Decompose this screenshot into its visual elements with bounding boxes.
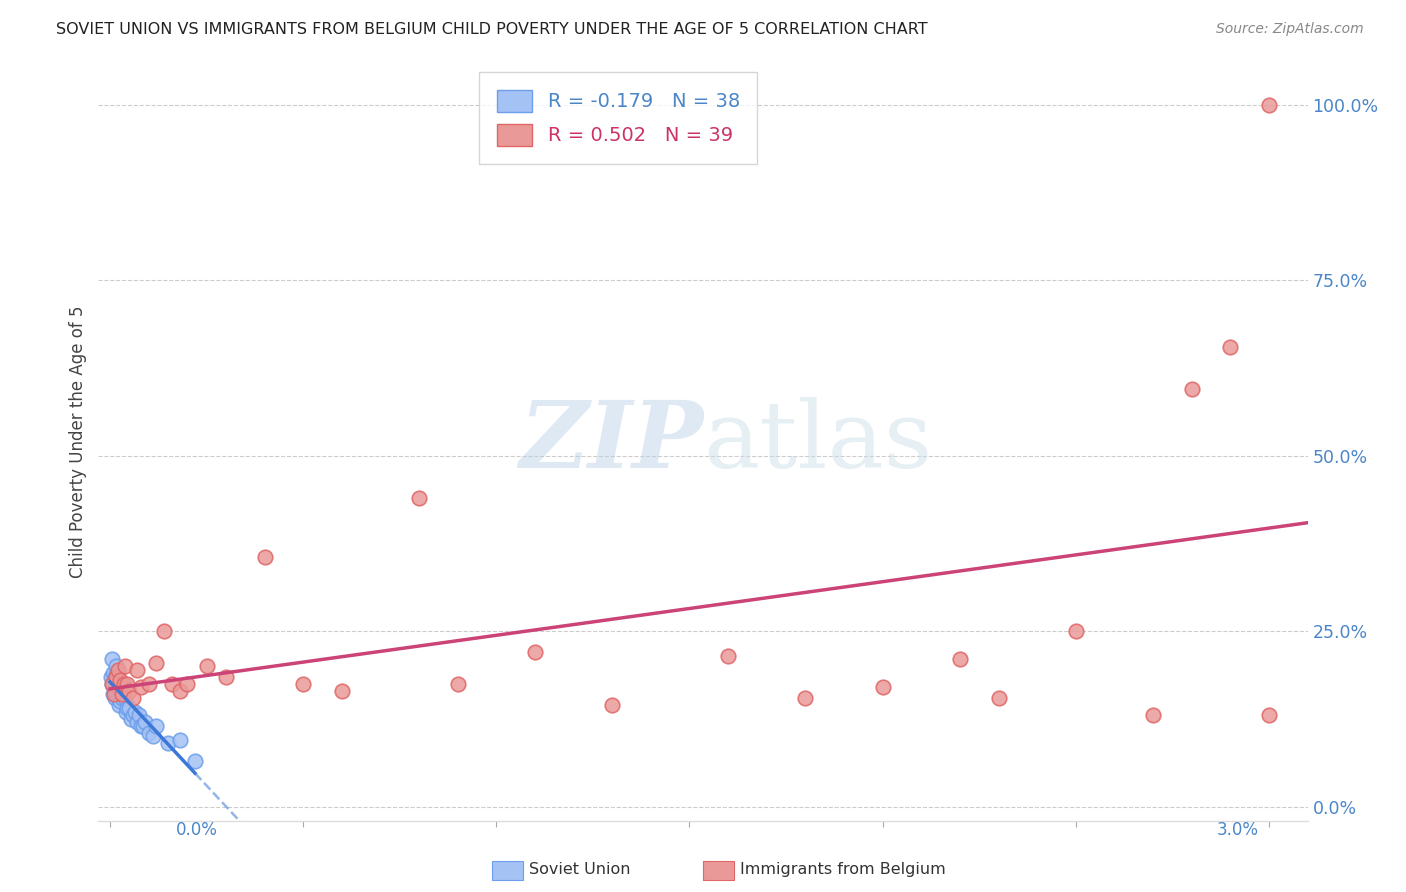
Point bbox=[103, 677, 125, 691]
Point bbox=[101, 652, 124, 666]
Point bbox=[105, 683, 128, 698]
Point bbox=[128, 708, 150, 723]
Point bbox=[112, 677, 135, 691]
Point bbox=[101, 677, 124, 691]
Point bbox=[141, 730, 163, 744]
Point bbox=[125, 663, 148, 677]
Point bbox=[108, 694, 131, 708]
Point bbox=[122, 708, 145, 723]
Point bbox=[153, 624, 176, 639]
Point bbox=[117, 677, 139, 691]
Point bbox=[1142, 708, 1164, 723]
Point bbox=[872, 680, 894, 694]
Text: ZIP: ZIP bbox=[519, 397, 703, 486]
Point bbox=[118, 683, 141, 698]
Point bbox=[134, 715, 156, 730]
Text: Immigrants from Belgium: Immigrants from Belgium bbox=[740, 863, 945, 877]
Point bbox=[1219, 340, 1241, 354]
Point bbox=[110, 687, 132, 701]
Point bbox=[125, 715, 148, 730]
Point bbox=[169, 732, 191, 747]
Point bbox=[253, 550, 276, 565]
Point bbox=[129, 719, 152, 733]
Point bbox=[138, 726, 160, 740]
Point bbox=[215, 670, 238, 684]
Point bbox=[1181, 382, 1204, 396]
Text: SOVIET UNION VS IMMIGRANTS FROM BELGIUM CHILD POVERTY UNDER THE AGE OF 5 CORRELA: SOVIET UNION VS IMMIGRANTS FROM BELGIUM … bbox=[56, 22, 928, 37]
Point bbox=[107, 690, 129, 705]
Point bbox=[949, 652, 972, 666]
Point bbox=[101, 677, 124, 691]
Point bbox=[100, 670, 122, 684]
Point bbox=[129, 680, 152, 694]
Point bbox=[292, 677, 315, 691]
Point bbox=[114, 690, 136, 705]
Point bbox=[794, 690, 817, 705]
Point bbox=[104, 659, 127, 673]
Point bbox=[987, 690, 1010, 705]
Text: atlas: atlas bbox=[703, 397, 932, 486]
Point bbox=[1258, 97, 1281, 112]
Point bbox=[1064, 624, 1087, 639]
Text: Soviet Union: Soviet Union bbox=[529, 863, 630, 877]
Text: 3.0%: 3.0% bbox=[1216, 821, 1258, 838]
Text: Source: ZipAtlas.com: Source: ZipAtlas.com bbox=[1216, 22, 1364, 37]
Point bbox=[111, 683, 134, 698]
Point bbox=[104, 670, 127, 684]
Point bbox=[104, 690, 127, 705]
Point bbox=[107, 663, 129, 677]
Point bbox=[105, 666, 128, 681]
Point bbox=[124, 705, 146, 719]
Point bbox=[103, 687, 125, 701]
Point bbox=[122, 690, 145, 705]
Point bbox=[195, 659, 218, 673]
Point bbox=[104, 670, 127, 684]
Point bbox=[145, 656, 167, 670]
Point bbox=[176, 677, 198, 691]
Point bbox=[117, 701, 139, 715]
Text: 0.0%: 0.0% bbox=[176, 821, 218, 838]
Point bbox=[184, 754, 207, 768]
Point bbox=[156, 736, 179, 750]
Legend: R = -0.179   N = 38, R = 0.502   N = 39: R = -0.179 N = 38, R = 0.502 N = 39 bbox=[479, 72, 758, 164]
Point bbox=[107, 698, 129, 712]
Point bbox=[1258, 708, 1281, 723]
Point bbox=[105, 677, 128, 691]
Point bbox=[138, 677, 160, 691]
Point bbox=[330, 683, 353, 698]
Point bbox=[114, 659, 136, 673]
Point bbox=[120, 712, 142, 726]
Point bbox=[110, 690, 132, 705]
Point bbox=[169, 683, 191, 698]
Point bbox=[110, 683, 132, 698]
Point bbox=[600, 698, 623, 712]
Point bbox=[112, 680, 135, 694]
Point bbox=[447, 677, 470, 691]
Point bbox=[145, 719, 167, 733]
Point bbox=[408, 491, 430, 505]
Point bbox=[115, 705, 138, 719]
Point bbox=[160, 677, 183, 691]
Point bbox=[101, 687, 124, 701]
Y-axis label: Child Poverty Under the Age of 5: Child Poverty Under the Age of 5 bbox=[69, 305, 87, 578]
Point bbox=[717, 648, 740, 663]
Point bbox=[101, 666, 124, 681]
Point bbox=[118, 701, 141, 715]
Point bbox=[523, 645, 546, 659]
Point bbox=[108, 677, 131, 691]
Point bbox=[132, 719, 155, 733]
Point bbox=[108, 673, 131, 688]
